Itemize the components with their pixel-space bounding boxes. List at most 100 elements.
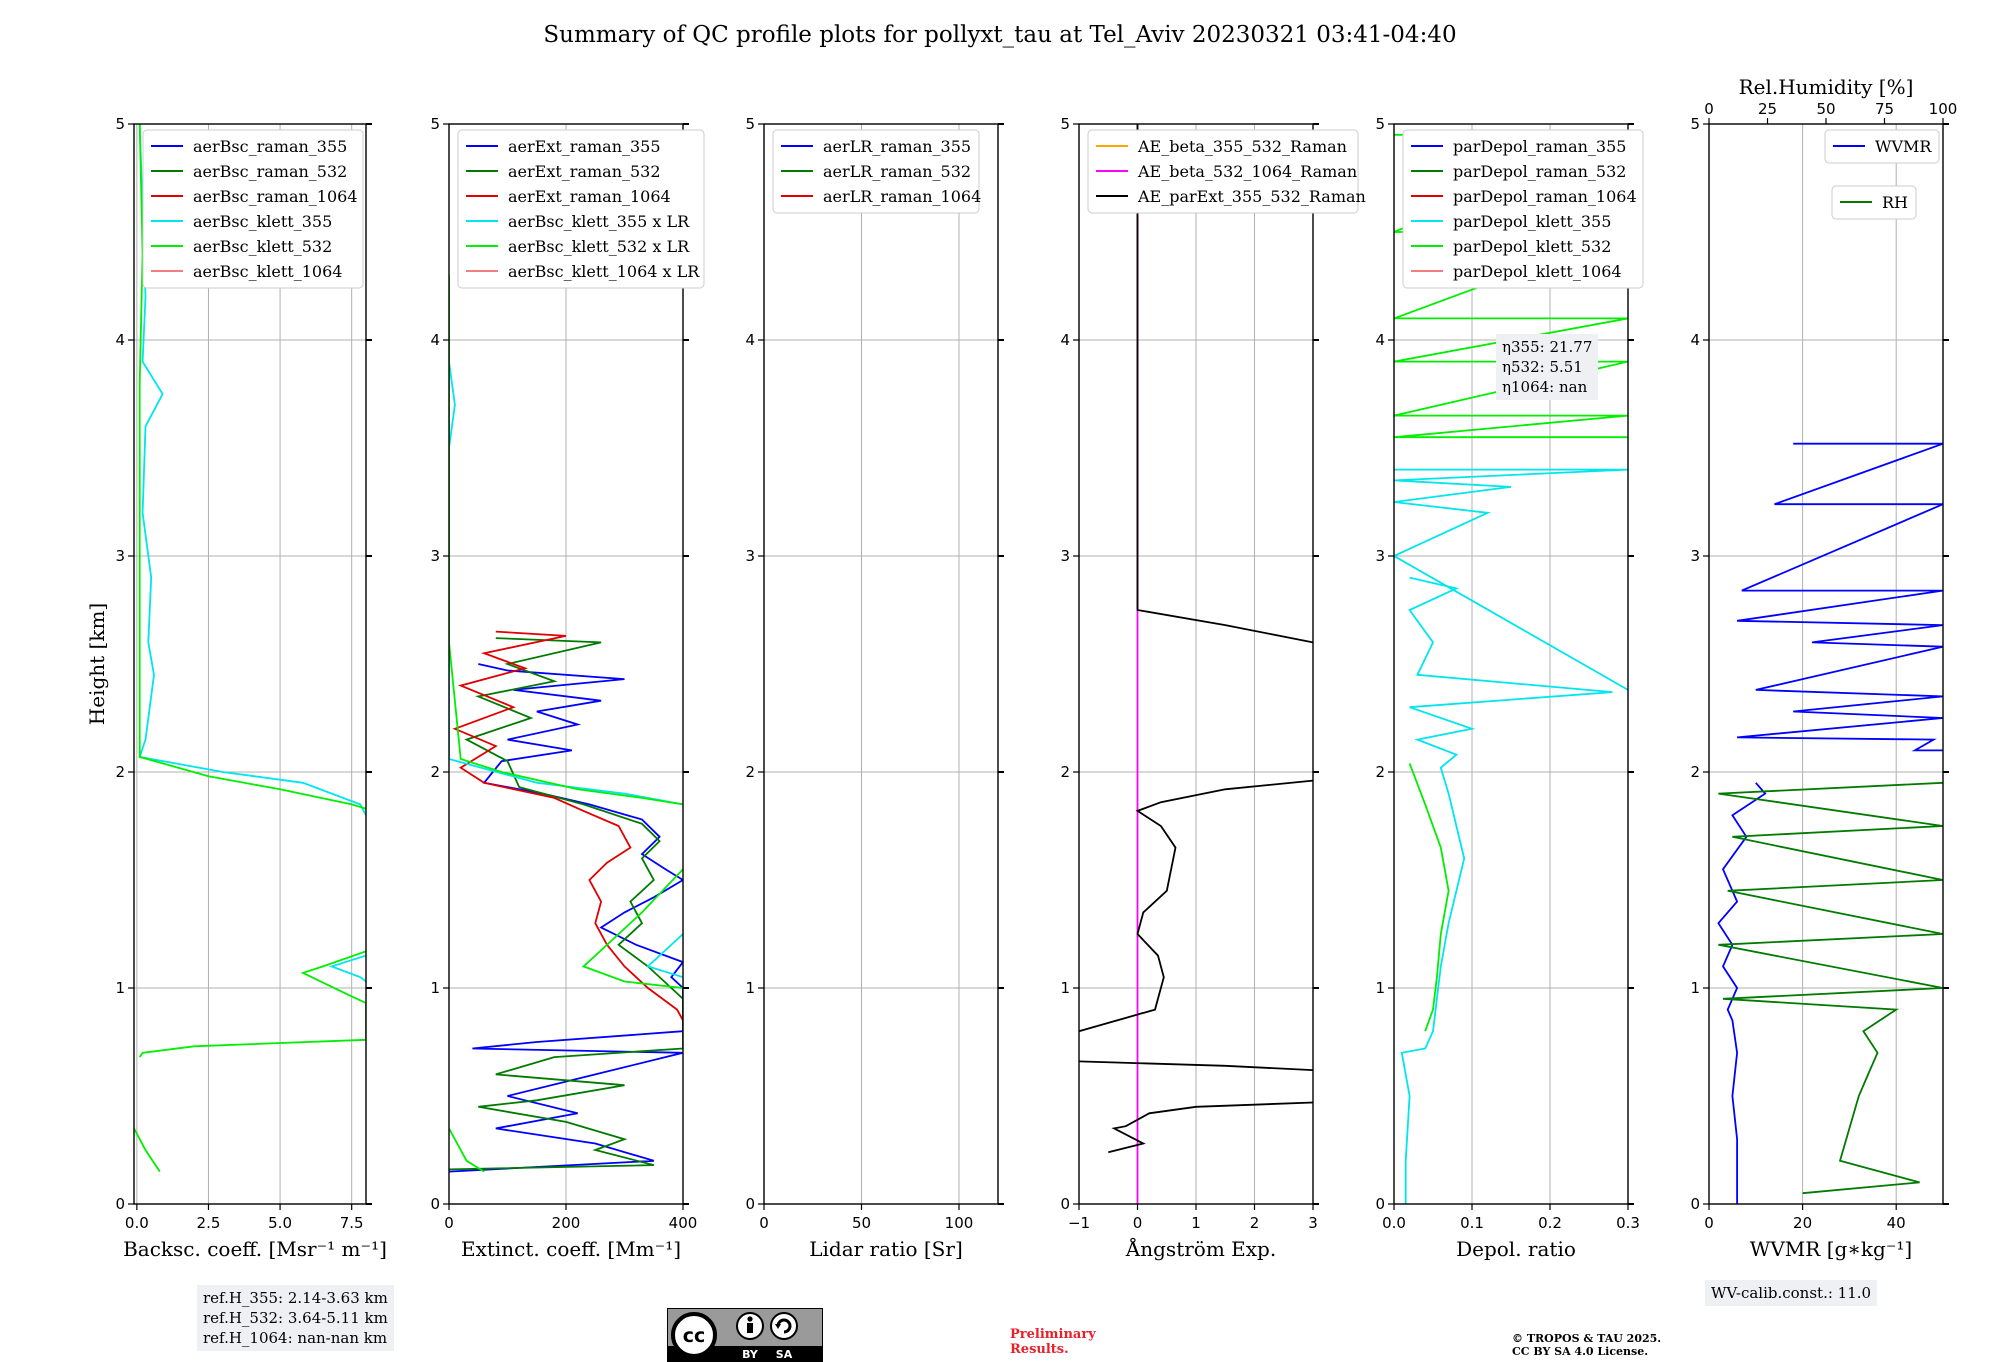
legend-label: aerBsc_klett_1064 xyxy=(193,262,342,281)
series-line-ae-parext-355-532-raman-lower- xyxy=(1079,1060,1313,1071)
legend-label: parDepol_klett_1064 xyxy=(1453,262,1622,281)
x-tick-label: 200 xyxy=(552,1214,581,1232)
y-tick-label: 2 xyxy=(430,763,440,781)
series-line-aerext-raman-1064 xyxy=(452,630,683,1021)
x-axis-label: WVMR [g∗kg⁻¹] xyxy=(1750,1237,1912,1261)
legend-label: aerLR_raman_355 xyxy=(823,137,971,156)
ref-height-532: ref.H_532: 3.64-5.11 km xyxy=(203,1309,388,1327)
top-tick-label: 25 xyxy=(1758,100,1777,118)
y-tick-label: 5 xyxy=(430,115,440,133)
y-tick-label: 0 xyxy=(115,1195,125,1213)
legend-label: parDepol_klett_355 xyxy=(1453,212,1611,231)
y-tick-label: 0 xyxy=(430,1195,440,1213)
series-line-ae-parext-355-532-raman-middle- xyxy=(1079,779,1313,1033)
x-tick-label: 0 xyxy=(1133,1214,1143,1232)
ref-height-1064: ref.H_1064: nan-nan km xyxy=(203,1329,388,1347)
axes-frame xyxy=(763,123,999,1205)
x-tick-label: 40 xyxy=(1887,1214,1906,1232)
top-tick-label: 0 xyxy=(1704,100,1714,118)
legend-label: aerBsc_klett_355 xyxy=(193,212,332,231)
x-tick-label: 2 xyxy=(1250,1214,1260,1232)
depol-eta-532: η532: 5.51 xyxy=(1502,358,1583,376)
x-axis-label: Ångström Exp. xyxy=(1125,1236,1276,1261)
legend-box xyxy=(1087,129,1359,214)
legend-label: aerExt_raman_532 xyxy=(508,162,661,181)
y-tick-label: 3 xyxy=(1690,547,1700,565)
series-group xyxy=(134,124,366,1173)
legend-label: aerBsc_klett_532 x LR xyxy=(508,237,690,256)
y-tick-label: 5 xyxy=(115,115,125,133)
depol-eta-1064: η1064: nan xyxy=(1502,378,1588,396)
series-line-aerbsc-klett-532-near- xyxy=(134,1127,161,1173)
depol-calibration-box: η355: 21.77 η532: 5.51 η1064: nan xyxy=(1496,334,1599,400)
x-tick-label: 20 xyxy=(1793,1214,1812,1232)
y-tick-label: 3 xyxy=(430,547,440,565)
y-tick-label: 5 xyxy=(1375,115,1385,133)
axes-frame xyxy=(1393,123,1629,1205)
series-line-pardepol-klett-532 xyxy=(1408,763,1450,1032)
legend-label: aerLR_raman_532 xyxy=(823,162,971,181)
series-line-aerext-raman-355 xyxy=(449,663,683,1173)
x-axis-label: Backsc. coeff. [Msr⁻¹ m⁻¹] xyxy=(123,1237,387,1261)
x-tick-label: 2.5 xyxy=(197,1214,221,1232)
y-tick-label: 1 xyxy=(745,979,755,997)
legend-label: aerBsc_raman_355 xyxy=(193,137,347,156)
series-line-pardepol-klett-355-upper- xyxy=(1394,468,1628,691)
legend-label: AE_beta_355_532_Raman xyxy=(1137,137,1347,156)
x-axis-label: Lidar ratio [Sr] xyxy=(809,1237,963,1261)
copyright-note: © TROPOS & TAU 2025. CC BY SA 4.0 Licens… xyxy=(1512,1332,1661,1358)
legend-label: AE_beta_532_1064_Raman xyxy=(1137,162,1357,181)
x-tick-label: 0.0 xyxy=(125,1214,149,1232)
series-group xyxy=(449,275,683,1173)
legend-label: aerBsc_klett_1064 x LR xyxy=(508,262,700,281)
series-line-pardepol-klett-355 xyxy=(1400,576,1613,1204)
ref-height-355: ref.H_355: 2.14-3.63 km xyxy=(203,1289,388,1307)
y-tick-label: 5 xyxy=(1060,115,1070,133)
series-line-aerbsc-klett-532-x-lr-near- xyxy=(449,1127,485,1173)
x-tick-label: 0 xyxy=(1704,1214,1714,1232)
y-tick-label: 0 xyxy=(1375,1195,1385,1213)
y-tick-label: 3 xyxy=(1375,547,1385,565)
series-group xyxy=(1079,124,1313,1204)
x-tick-label: 7.5 xyxy=(340,1214,364,1232)
legend-label: aerBsc_klett_532 xyxy=(193,237,332,256)
preliminary-note: Preliminary Results. xyxy=(1010,1327,1096,1357)
legend-label: AE_parExt_355_532_Raman xyxy=(1137,187,1366,206)
legend-box xyxy=(457,129,705,289)
legend-box xyxy=(1402,129,1644,289)
legend-box xyxy=(772,129,980,214)
top-tick-label: 50 xyxy=(1816,100,1835,118)
preliminary-line-1: Preliminary xyxy=(1010,1327,1096,1342)
x-tick-label: 50 xyxy=(852,1214,871,1232)
top-tick-label: 100 xyxy=(1929,100,1958,118)
y-tick-label: 3 xyxy=(1060,547,1070,565)
series-line-ae-parext-355-532-raman-upper- xyxy=(1136,124,1313,644)
copyright-line-1: © TROPOS & TAU 2025. xyxy=(1512,1332,1662,1345)
x-tick-label: −1 xyxy=(1068,1214,1090,1232)
y-tick-label: 1 xyxy=(115,979,125,997)
y-tick-label: 4 xyxy=(1375,331,1385,349)
y-tick-label: 4 xyxy=(430,331,440,349)
legend-rh-box xyxy=(1831,185,1917,220)
legend-label: parDepol_raman_1064 xyxy=(1453,187,1637,206)
svg-text:cc: cc xyxy=(683,1325,706,1347)
legend-wvmr-label: WVMR xyxy=(1875,137,1932,156)
y-tick-label: 0 xyxy=(1690,1195,1700,1213)
series-line-aerbsc-klett-355-lower- xyxy=(328,954,366,983)
x-tick-label: 400 xyxy=(669,1214,698,1232)
series-line-aerext-raman-532 xyxy=(449,637,683,1171)
legend-label: aerBsc_klett_355 x LR xyxy=(508,212,690,231)
cc-license-badge: cc BY SA xyxy=(667,1308,823,1362)
y-tick-label: 4 xyxy=(1060,331,1070,349)
series-line-ae-parext-355-532-raman-bottom- xyxy=(1108,1101,1313,1154)
series-line-rh xyxy=(1718,781,1943,1195)
y-tick-label: 1 xyxy=(1060,979,1070,997)
x-axis-label: Extinct. coeff. [Mm⁻¹] xyxy=(461,1237,681,1261)
cc-sa-label: SA xyxy=(776,1348,793,1361)
x-tick-label: 0.1 xyxy=(1460,1214,1484,1232)
depol-eta-355: η355: 21.77 xyxy=(1502,338,1593,356)
y-tick-label: 5 xyxy=(1690,115,1700,133)
reference-height-box: ref.H_355: 2.14-3.63 km ref.H_532: 3.64-… xyxy=(197,1285,394,1351)
legend-label: aerExt_raman_1064 xyxy=(508,187,671,206)
